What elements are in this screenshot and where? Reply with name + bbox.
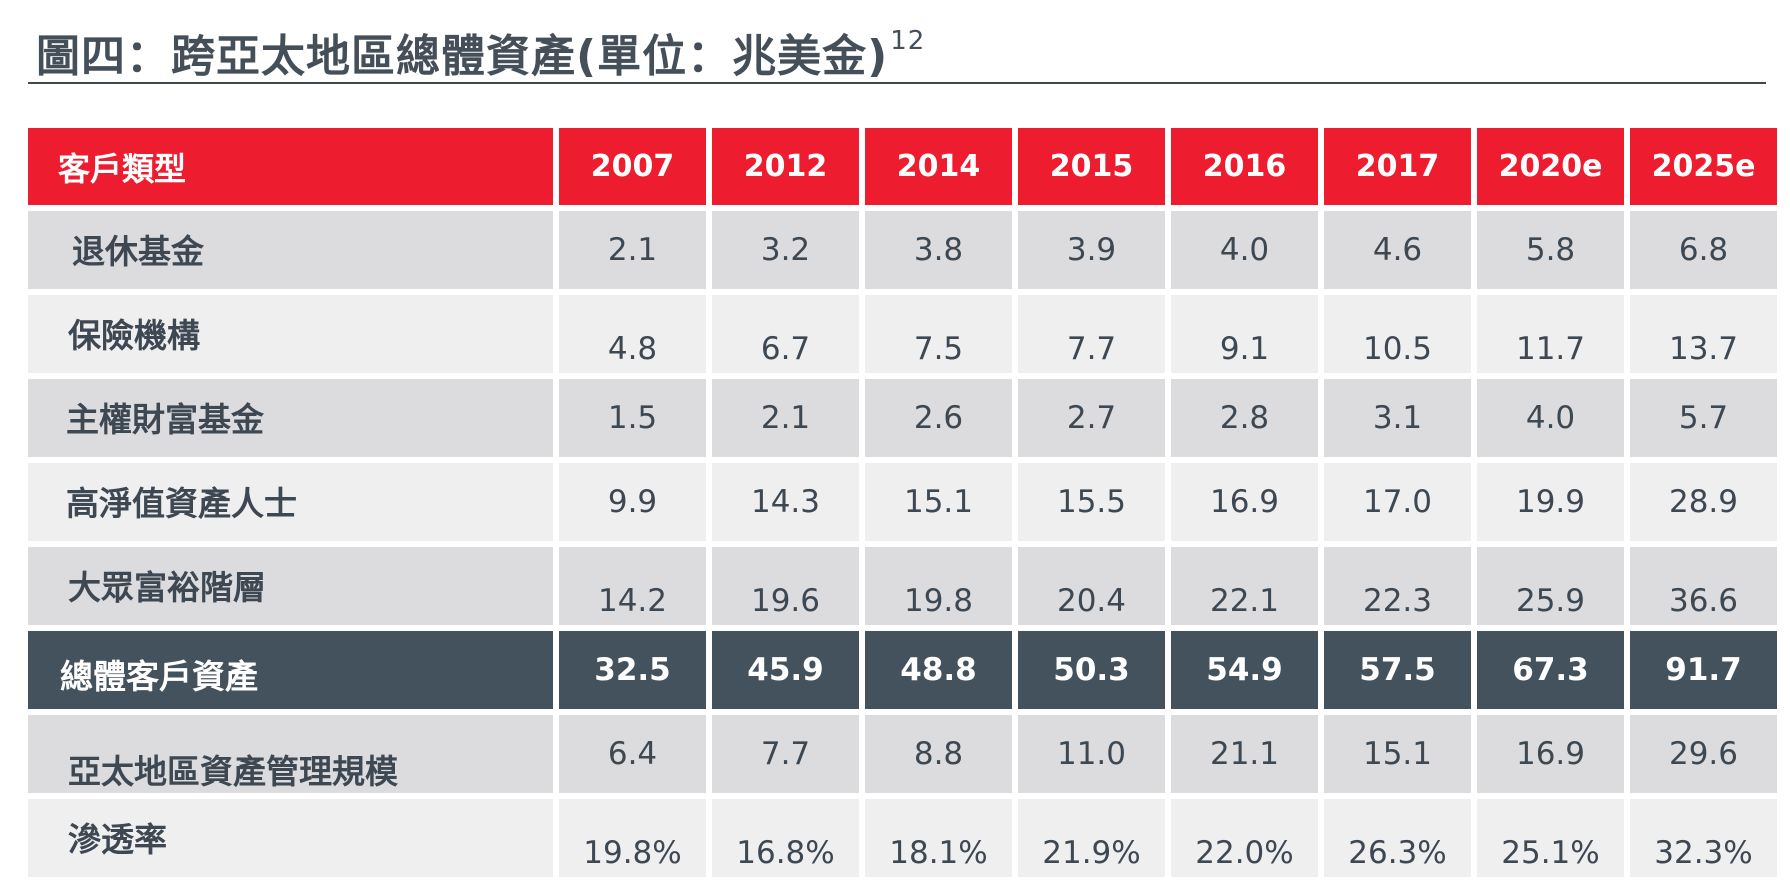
row-value: 5.7 [1630, 379, 1777, 457]
row-value: 21.9% [1018, 799, 1165, 877]
row-value: 11.7 [1477, 295, 1624, 373]
row-value: 9.1 [1171, 295, 1318, 373]
row-label: 總體客戶資產 [28, 631, 553, 709]
row-value: 36.6 [1630, 547, 1777, 625]
row-label: 退休基金 [28, 211, 553, 289]
title-text: 圖四：跨亞太地區總體資產(單位：兆美金) [36, 31, 889, 82]
row-value: 45.9 [712, 631, 859, 709]
row-value: 28.9 [1630, 463, 1777, 541]
row-value: 5.8 [1477, 211, 1624, 289]
row-value: 15.1 [865, 463, 1012, 541]
row-value: 15.5 [1018, 463, 1165, 541]
row-value: 32.5 [559, 631, 706, 709]
row-value: 19.9 [1477, 463, 1624, 541]
row-value: 4.0 [1477, 379, 1624, 457]
row-value: 6.7 [712, 295, 859, 373]
row-value: 16.9 [1477, 715, 1624, 793]
row-label: 滲透率 [28, 799, 553, 877]
aum-row: 亞太地區資產管理規模 6.4 7.7 8.8 11.0 21.1 15.1 16.9 29.6 [28, 715, 1777, 793]
row-value: 11.0 [1018, 715, 1165, 793]
table-header-row: 客戶類型 2007 2012 2014 2015 2016 2017 2020e… [28, 128, 1777, 205]
row-value: 2.7 [1018, 379, 1165, 457]
row-value: 7.7 [1018, 295, 1165, 373]
row-value: 2.1 [559, 211, 706, 289]
header-year: 2017 [1324, 128, 1471, 205]
row-value: 13.7 [1630, 295, 1777, 373]
row-value: 14.3 [712, 463, 859, 541]
asset-table: 客戶類型 2007 2012 2014 2015 2016 2017 2020e… [22, 122, 1783, 883]
row-value: 25.9 [1477, 547, 1624, 625]
table-row: 高淨值資產人士 9.9 14.3 15.1 15.5 16.9 17.0 19.9 28.9 [28, 463, 1777, 541]
row-label: 主權財富基金 [28, 379, 553, 457]
row-value: 17.0 [1324, 463, 1471, 541]
row-value: 4.8 [559, 295, 706, 373]
table-row: 大眾富裕階層 14.2 19.6 19.8 20.4 22.1 22.3 25.9 36.6 [28, 547, 1777, 625]
row-value: 16.8% [712, 799, 859, 877]
row-value: 19.6 [712, 547, 859, 625]
header-year: 2014 [865, 128, 1012, 205]
header-label: 客戶類型 [28, 128, 553, 205]
row-value: 91.7 [1630, 631, 1777, 709]
row-value: 48.8 [865, 631, 1012, 709]
row-value: 8.8 [865, 715, 1012, 793]
row-value: 3.9 [1018, 211, 1165, 289]
title-bar: 圖四：跨亞太地區總體資產(單位：兆美金)12 [28, 6, 1766, 84]
row-value: 19.8% [559, 799, 706, 877]
row-value: 67.3 [1477, 631, 1624, 709]
row-value: 26.3% [1324, 799, 1471, 877]
total-row: 總體客戶資產 32.5 45.9 48.8 50.3 54.9 57.5 67.3 91.7 [28, 631, 1777, 709]
table-row: 退休基金 2.1 3.2 3.8 3.9 4.0 4.6 5.8 6.8 [28, 211, 1777, 289]
row-value: 19.8 [865, 547, 1012, 625]
row-value: 6.4 [559, 715, 706, 793]
header-year: 2015 [1018, 128, 1165, 205]
table-body: 客戶類型 2007 2012 2014 2015 2016 2017 2020e… [28, 128, 1777, 877]
row-value: 3.8 [865, 211, 1012, 289]
row-value: 14.2 [559, 547, 706, 625]
row-value: 16.9 [1171, 463, 1318, 541]
row-value: 2.8 [1171, 379, 1318, 457]
row-value: 20.4 [1018, 547, 1165, 625]
row-value: 15.1 [1324, 715, 1471, 793]
header-year: 2012 [712, 128, 859, 205]
table-row: 保險機構 4.8 6.7 7.5 7.7 9.1 10.5 11.7 13.7 [28, 295, 1777, 373]
row-value: 2.6 [865, 379, 1012, 457]
row-value: 6.8 [1630, 211, 1777, 289]
row-label: 保險機構 [28, 295, 553, 373]
row-value: 32.3% [1630, 799, 1777, 877]
row-value: 4.6 [1324, 211, 1471, 289]
table-row: 主權財富基金 1.5 2.1 2.6 2.7 2.8 3.1 4.0 5.7 [28, 379, 1777, 457]
header-year: 2007 [559, 128, 706, 205]
row-value: 50.3 [1018, 631, 1165, 709]
row-value: 1.5 [559, 379, 706, 457]
row-value: 57.5 [1324, 631, 1471, 709]
row-value: 22.3 [1324, 547, 1471, 625]
row-value: 3.1 [1324, 379, 1471, 457]
row-value: 3.2 [712, 211, 859, 289]
row-value: 9.9 [559, 463, 706, 541]
header-year: 2020e [1477, 128, 1624, 205]
row-value: 7.7 [712, 715, 859, 793]
row-value: 25.1% [1477, 799, 1624, 877]
penetration-row: 滲透率 19.8% 16.8% 18.1% 21.9% 22.0% 26.3% 25.1% 32… [28, 799, 1777, 877]
row-value: 22.0% [1171, 799, 1318, 877]
row-value: 2.1 [712, 379, 859, 457]
row-label: 大眾富裕階層 [28, 547, 553, 625]
row-value: 29.6 [1630, 715, 1777, 793]
row-label: 高淨值資產人士 [28, 463, 553, 541]
row-value: 18.1% [865, 799, 1012, 877]
row-value: 7.5 [865, 295, 1012, 373]
title-footnote: 12 [890, 26, 926, 56]
row-value: 4.0 [1171, 211, 1318, 289]
page-title: 圖四：跨亞太地區總體資產(單位：兆美金)12 [36, 20, 925, 84]
row-label: 亞太地區資產管理規模 [28, 715, 553, 793]
row-value: 22.1 [1171, 547, 1318, 625]
row-value: 54.9 [1171, 631, 1318, 709]
header-year: 2025e [1630, 128, 1777, 205]
row-value: 10.5 [1324, 295, 1471, 373]
header-year: 2016 [1171, 128, 1318, 205]
row-value: 21.1 [1171, 715, 1318, 793]
